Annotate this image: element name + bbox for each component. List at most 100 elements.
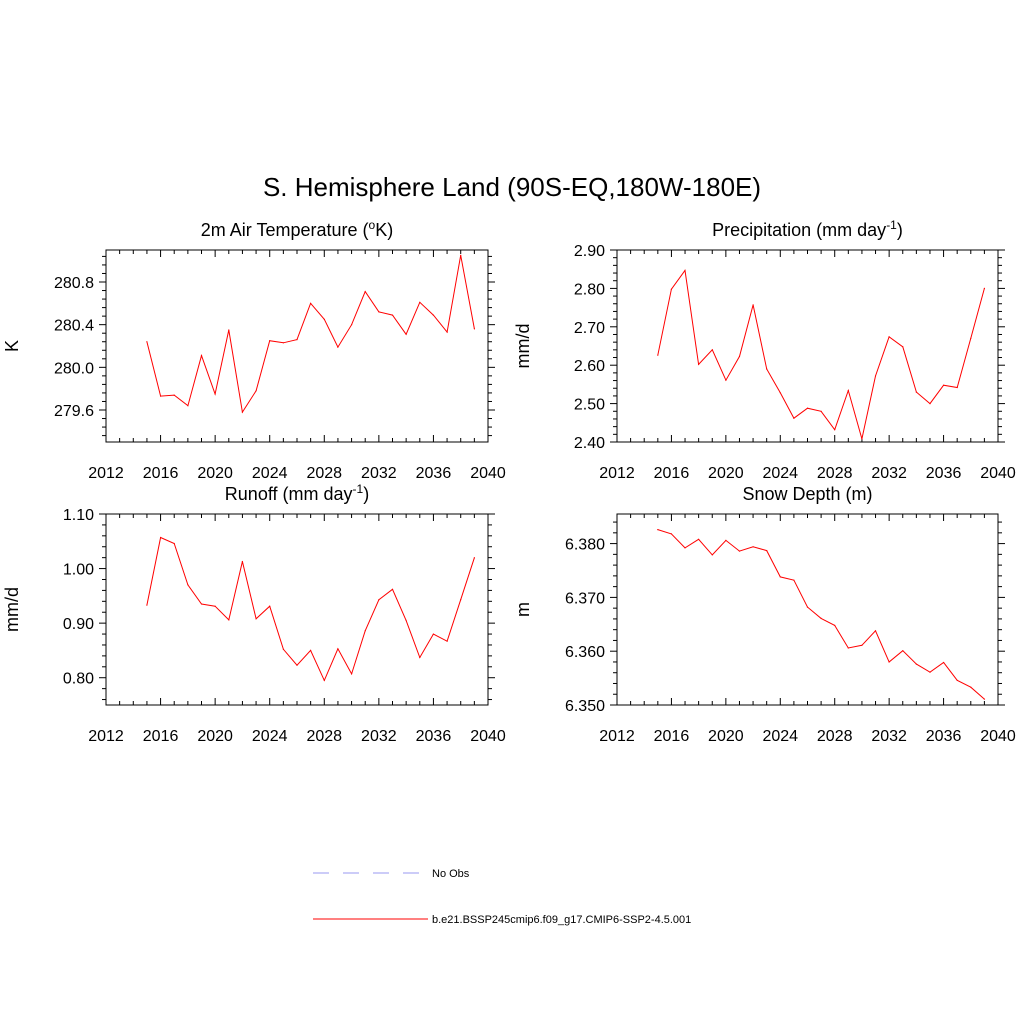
data-point xyxy=(684,547,686,549)
data-point xyxy=(378,599,380,601)
data-point xyxy=(725,539,727,542)
data-point xyxy=(310,302,312,304)
data-point xyxy=(956,679,958,681)
panel-title-superscript: -1 xyxy=(886,218,897,232)
x-tick-label: 2028 xyxy=(817,465,853,482)
data-point xyxy=(241,560,243,563)
figure-title: S. Hemisphere Land (90S-EQ,180W-180E) xyxy=(263,172,761,202)
x-tick-label: 2040 xyxy=(980,465,1016,482)
data-point xyxy=(473,328,475,330)
data-point xyxy=(405,333,407,335)
plot-frame xyxy=(616,249,999,443)
series-line xyxy=(657,529,985,700)
data-point xyxy=(391,314,394,316)
y-axis-label: m xyxy=(513,602,533,617)
data-point xyxy=(460,599,462,601)
y-tick-label: 279.6 xyxy=(54,403,94,420)
series-line xyxy=(146,255,475,414)
y-tick-label: 2.80 xyxy=(574,281,605,298)
data-point xyxy=(657,529,659,531)
chart-panel-3: Runoff (mm day-1) mm/d 2012 2016 2020 2024 202… xyxy=(2,482,506,745)
data-point xyxy=(364,291,366,293)
data-point xyxy=(806,606,809,608)
panel-title-suffix: ) xyxy=(897,220,903,240)
data-point xyxy=(310,649,312,652)
y-axis-label: mm/d xyxy=(2,587,22,632)
data-point xyxy=(323,318,325,320)
panel-title-superscript: o xyxy=(369,218,376,232)
x-tick-label: 2016 xyxy=(143,465,179,482)
data-point xyxy=(269,340,271,342)
data-point xyxy=(323,679,325,682)
data-point xyxy=(779,392,781,394)
data-point xyxy=(915,663,918,665)
x-tick-label: 2016 xyxy=(143,728,179,745)
panel-title-text: Runoff (mm day xyxy=(225,484,353,504)
y-tick-label: 6.350 xyxy=(565,698,605,715)
data-point xyxy=(173,542,175,545)
data-point xyxy=(793,579,795,581)
data-point xyxy=(378,311,380,313)
data-point xyxy=(405,619,407,622)
data-point xyxy=(146,604,148,606)
panel-title-text: Snow Depth (m) xyxy=(742,484,872,504)
x-tick-label: 2040 xyxy=(980,728,1016,745)
panel-title: Snow Depth (m) xyxy=(742,484,872,504)
data-point xyxy=(929,671,931,673)
data-point xyxy=(698,363,700,365)
data-point xyxy=(738,550,741,552)
legend: No Obs b.e21.BSSP245cmip6.f09_g17.CMIP6-S… xyxy=(313,868,691,926)
y-tick-label: 0.80 xyxy=(63,671,94,688)
data-point xyxy=(160,395,162,397)
x-tick-label: 2024 xyxy=(252,728,288,745)
data-point xyxy=(874,375,877,377)
data-point xyxy=(255,618,257,620)
data-point xyxy=(282,342,284,344)
data-point xyxy=(146,341,148,343)
legend-label-2: b.e21.BSSP245cmip6.f09_g17.CMIP6-SSP2-4.… xyxy=(432,914,691,926)
y-axis-label: mm/d xyxy=(513,324,533,369)
data-point xyxy=(861,438,863,440)
data-point xyxy=(888,661,890,663)
data-point xyxy=(391,588,394,590)
data-point xyxy=(419,301,421,303)
x-tick-label: 2032 xyxy=(361,465,397,482)
data-point xyxy=(200,355,203,357)
data-point xyxy=(657,354,659,356)
y-tick-label: 1.10 xyxy=(63,507,94,524)
data-point xyxy=(200,603,203,605)
plot-frame xyxy=(616,513,999,706)
x-tick-label: 2024 xyxy=(762,465,798,482)
y-tick-label: 2.90 xyxy=(574,243,605,260)
legend-label-1: No Obs xyxy=(432,868,470,880)
data-point xyxy=(711,349,713,351)
data-point xyxy=(337,346,339,348)
data-point xyxy=(943,661,945,664)
panel-title-suffix: K) xyxy=(375,220,393,240)
x-tick-label: 2020 xyxy=(708,728,744,745)
data-point xyxy=(983,698,986,700)
data-point xyxy=(419,656,421,659)
data-point xyxy=(929,403,931,405)
x-tick-label: 2036 xyxy=(416,465,452,482)
x-tick-label: 2012 xyxy=(599,728,635,745)
panel-title: Precipitation (mm day-1) xyxy=(712,218,903,240)
data-point xyxy=(943,384,945,386)
data-point xyxy=(351,673,353,675)
data-point xyxy=(779,576,781,578)
data-point xyxy=(296,664,298,666)
data-point xyxy=(970,337,972,339)
x-tick-label: 2028 xyxy=(306,728,342,745)
data-point xyxy=(874,630,877,632)
data-point xyxy=(711,554,713,556)
data-point xyxy=(970,686,972,688)
data-point xyxy=(806,407,809,409)
data-point xyxy=(173,394,175,396)
data-point xyxy=(861,644,863,646)
data-point xyxy=(241,411,243,413)
data-point xyxy=(351,324,353,326)
x-tick-label: 2020 xyxy=(708,465,744,482)
data-point xyxy=(766,368,768,370)
y-tick-label: 0.90 xyxy=(63,616,94,633)
data-point xyxy=(847,389,849,392)
